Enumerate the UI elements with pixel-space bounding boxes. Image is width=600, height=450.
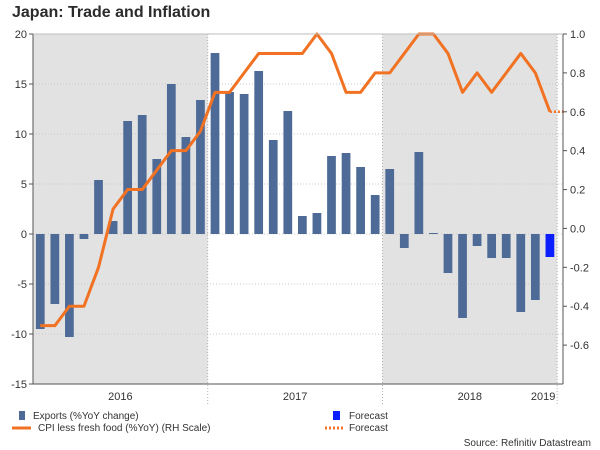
right-tick-label: 0.4 bbox=[570, 146, 585, 158]
export-bar bbox=[254, 71, 264, 234]
export-bar bbox=[283, 111, 293, 234]
left-tick-label: 0 bbox=[21, 229, 27, 241]
export-bar bbox=[166, 84, 176, 234]
right-tick-label: 0.6 bbox=[570, 107, 585, 119]
right-tick-label: 1.0 bbox=[570, 29, 585, 41]
right-tick-label: -0.2 bbox=[570, 262, 589, 274]
export-bar bbox=[94, 180, 103, 234]
export-bar bbox=[501, 234, 511, 258]
export-bar bbox=[79, 234, 89, 239]
export-bar bbox=[152, 159, 162, 234]
year-label: 2019 bbox=[531, 391, 555, 403]
left-tick-label: -5 bbox=[17, 279, 27, 291]
export-bar bbox=[312, 213, 322, 234]
year-label: 2017 bbox=[283, 391, 307, 403]
export-bar bbox=[399, 234, 409, 248]
year-shade bbox=[33, 34, 208, 384]
export-bar bbox=[341, 153, 351, 234]
right-tick-label: 0.2 bbox=[570, 185, 585, 197]
left-tick-label: 5 bbox=[21, 179, 27, 191]
export-bar bbox=[487, 234, 497, 258]
left-tick-label: 10 bbox=[15, 129, 27, 141]
export-bar bbox=[268, 140, 278, 234]
export-bar bbox=[108, 221, 118, 234]
export-bar bbox=[370, 195, 380, 234]
legend-swatch-exports bbox=[19, 411, 25, 420]
left-tick-label: -10 bbox=[11, 329, 27, 341]
legend-label-cpi-forecast: Forecast bbox=[349, 423, 388, 434]
right-tick-label: -0.4 bbox=[570, 301, 589, 313]
forecast-bar bbox=[545, 234, 555, 257]
export-bar bbox=[196, 100, 205, 234]
left-tick-label: 15 bbox=[15, 79, 27, 91]
right-tick-label: -0.6 bbox=[570, 340, 589, 352]
legend-label-exports: Exports (%YoY change) bbox=[33, 411, 139, 422]
year-shade bbox=[382, 34, 558, 384]
legend-label-cpi: CPI less fresh food (%YoY) (RH Scale) bbox=[38, 423, 210, 434]
right-tick-label: 0.0 bbox=[570, 223, 585, 235]
right-tick-label: 0.8 bbox=[570, 68, 585, 80]
export-bar bbox=[123, 121, 133, 234]
export-bar bbox=[50, 234, 60, 304]
export-bar bbox=[356, 167, 365, 234]
export-bar bbox=[181, 137, 191, 234]
export-bar bbox=[65, 234, 74, 337]
export-bar bbox=[530, 234, 540, 300]
left-tick-label: -15 bbox=[11, 379, 27, 391]
export-bar bbox=[472, 234, 482, 246]
source-note: Source: Refinitiv Datastream bbox=[464, 438, 591, 449]
export-bar bbox=[429, 233, 438, 234]
left-tick-label: 20 bbox=[15, 29, 27, 41]
export-bar bbox=[458, 234, 467, 318]
export-bar bbox=[327, 156, 336, 234]
export-bar bbox=[516, 234, 526, 312]
export-bar bbox=[210, 53, 220, 234]
export-bar bbox=[414, 152, 424, 234]
export-bar bbox=[137, 115, 147, 234]
export-bar bbox=[35, 234, 45, 329]
export-bar bbox=[225, 92, 234, 234]
year-label: 2016 bbox=[108, 391, 132, 403]
chart-title: Japan: Trade and Inflation bbox=[12, 4, 211, 21]
export-bar bbox=[298, 216, 307, 234]
legend-swatch-forecast-bar bbox=[333, 411, 340, 420]
legend-label-forecast-bar: Forecast bbox=[349, 411, 388, 422]
year-label: 2018 bbox=[458, 391, 482, 403]
export-bar bbox=[443, 234, 453, 273]
cpi-line bbox=[40, 32, 552, 328]
export-bar bbox=[385, 169, 395, 234]
export-bar bbox=[239, 94, 249, 234]
